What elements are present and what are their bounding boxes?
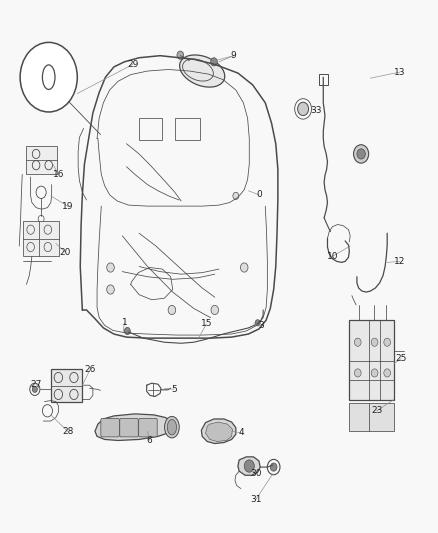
Text: 30: 30 <box>250 469 262 478</box>
Circle shape <box>32 386 37 392</box>
Polygon shape <box>201 419 236 443</box>
Text: 16: 16 <box>53 170 64 179</box>
Ellipse shape <box>165 416 179 438</box>
Circle shape <box>354 338 361 346</box>
Text: 31: 31 <box>250 495 262 504</box>
FancyBboxPatch shape <box>26 146 57 174</box>
Circle shape <box>384 369 391 377</box>
Ellipse shape <box>180 55 225 87</box>
FancyBboxPatch shape <box>349 320 394 400</box>
FancyBboxPatch shape <box>120 418 138 437</box>
Circle shape <box>107 263 114 272</box>
Text: 1: 1 <box>121 318 127 327</box>
FancyBboxPatch shape <box>139 418 157 437</box>
Polygon shape <box>205 422 233 441</box>
Circle shape <box>357 149 365 159</box>
Circle shape <box>233 192 239 199</box>
Text: 27: 27 <box>30 379 42 389</box>
Circle shape <box>270 463 277 471</box>
Text: 19: 19 <box>62 201 74 211</box>
Text: 6: 6 <box>147 436 152 445</box>
Text: 9: 9 <box>231 51 237 60</box>
Text: 28: 28 <box>62 427 73 436</box>
Text: 15: 15 <box>201 319 212 328</box>
FancyBboxPatch shape <box>24 222 59 256</box>
Text: 5: 5 <box>171 385 177 394</box>
Text: 4: 4 <box>238 429 244 437</box>
Circle shape <box>353 145 369 163</box>
Text: 20: 20 <box>60 248 71 257</box>
Polygon shape <box>95 414 175 440</box>
Circle shape <box>371 338 378 346</box>
Circle shape <box>298 102 308 116</box>
Circle shape <box>354 369 361 377</box>
Text: 26: 26 <box>84 365 95 374</box>
Text: 10: 10 <box>327 252 338 261</box>
Circle shape <box>107 285 114 294</box>
Text: 3: 3 <box>258 321 264 330</box>
Text: 33: 33 <box>310 106 321 115</box>
Text: 25: 25 <box>396 354 407 363</box>
Circle shape <box>177 51 184 59</box>
Circle shape <box>255 320 260 326</box>
Text: 29: 29 <box>127 60 138 69</box>
Text: 0: 0 <box>256 190 262 199</box>
Circle shape <box>124 327 130 335</box>
Circle shape <box>371 369 378 377</box>
Circle shape <box>168 305 176 314</box>
Text: 13: 13 <box>394 68 406 77</box>
Ellipse shape <box>167 419 177 435</box>
Text: 12: 12 <box>394 257 406 266</box>
Polygon shape <box>238 457 260 475</box>
FancyBboxPatch shape <box>101 418 119 437</box>
Circle shape <box>240 263 248 272</box>
Circle shape <box>20 43 77 112</box>
Circle shape <box>244 460 254 472</box>
FancyBboxPatch shape <box>349 403 394 431</box>
Circle shape <box>211 305 219 314</box>
Text: 23: 23 <box>371 406 382 415</box>
FancyBboxPatch shape <box>51 369 82 402</box>
Circle shape <box>211 58 217 66</box>
Circle shape <box>384 338 391 346</box>
